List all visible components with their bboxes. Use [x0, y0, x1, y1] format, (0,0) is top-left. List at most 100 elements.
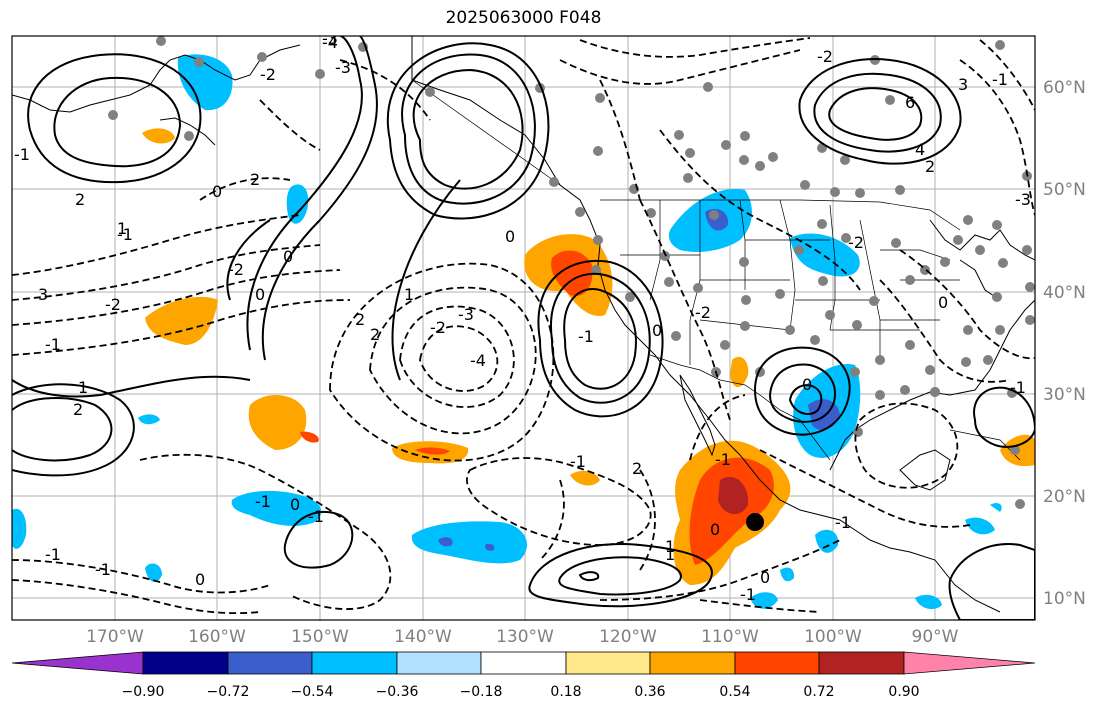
longitude-label: 160°W	[188, 627, 246, 647]
contour-label: -3	[322, 29, 338, 48]
contour-label: -2	[848, 233, 864, 252]
colorbar-tick-label: 0.18	[550, 684, 581, 700]
contour-label: -4	[322, 33, 338, 52]
contour-label: -1	[45, 545, 61, 564]
contour-label: 2	[75, 190, 85, 209]
contour-label: -1	[255, 492, 271, 511]
contour-label: 2	[370, 325, 380, 344]
contour-labels: -4 -3 -2 -2 -1 -1 0 0 2 3 -3 -2 -2 -1 -1…	[14, 29, 1031, 604]
colorbar-segment	[649, 651, 736, 675]
contour-label: -2	[430, 318, 446, 337]
latitude-label: 30°N	[1043, 385, 1086, 405]
contour-label: 1	[404, 285, 414, 304]
contour-label: -1	[578, 327, 594, 346]
colorbar-segment	[818, 651, 905, 675]
contour-label: 0	[283, 247, 293, 266]
latitude-label: 50°N	[1043, 180, 1086, 200]
contour-label: -1	[992, 70, 1008, 89]
colorbar-segment	[480, 651, 567, 675]
contour-label: 1	[78, 378, 88, 397]
contour-label: 2	[632, 459, 642, 478]
contour-label: -3	[458, 305, 474, 324]
longitude-label: 170°W	[86, 627, 144, 647]
colorbar-segment	[734, 651, 820, 675]
contour-label: -2	[260, 65, 276, 84]
contour-label: -1	[570, 452, 586, 471]
contour-label: 0	[652, 321, 662, 340]
contour-label: 2	[250, 170, 260, 189]
colorbar-tick-label: −0.90	[122, 684, 165, 700]
contour-label: -1	[835, 513, 851, 532]
contour-label: 0	[760, 568, 770, 587]
longitude-label: 130°W	[496, 627, 554, 647]
colorbar-tick-label: −0.54	[291, 684, 334, 700]
latitude-label: 20°N	[1043, 487, 1086, 507]
location-marker	[746, 513, 764, 531]
contour-label: -1	[45, 335, 61, 354]
longitude-label: 100°W	[804, 627, 862, 647]
contour-label: 3	[958, 75, 968, 94]
colorbar-segment	[142, 651, 229, 675]
contour-label: 0	[290, 495, 300, 514]
station-markers	[108, 36, 1035, 509]
map-plot-area: -4 -3 -2 -2 -1 -1 0 0 2 3 -3 -2 -2 -1 -1…	[12, 29, 1035, 620]
contour-label: 2	[73, 400, 83, 419]
contour-label: 0	[195, 570, 205, 589]
contour-label: 0	[710, 520, 720, 539]
longitude-label: 90°W	[912, 627, 959, 647]
contour-label: 1	[117, 219, 127, 238]
contour-label: -1	[740, 585, 756, 604]
contour-label: 1	[665, 545, 675, 564]
contour-label: 0	[802, 375, 812, 394]
colorbar-segment	[903, 651, 1036, 675]
colorbar-tick-label: 0.36	[634, 684, 665, 700]
contour-label: -2	[695, 303, 711, 322]
map-title: 2025063000 F048	[445, 8, 602, 28]
contour-label: -3	[1015, 190, 1031, 209]
contour-label: 0	[212, 182, 222, 201]
colorbar-segment	[565, 651, 651, 675]
colorbar-tick-label: 0.90	[888, 684, 919, 700]
political-borders	[411, 79, 1021, 461]
contour-label: -2	[817, 47, 833, 66]
contour-label: 0	[505, 227, 515, 246]
latitude-label: 60°N	[1043, 78, 1086, 98]
colorbar-tick-label: −0.72	[207, 684, 250, 700]
colorbar-ticks: −0.90 −0.72 −0.54 −0.36 −0.18 0.18 0.36 …	[122, 684, 920, 700]
colorbar-segment	[311, 651, 398, 675]
contour-label: 1	[665, 537, 675, 556]
map-frame	[11, 35, 1036, 621]
longitude-axis: 170°W 160°W 150°W 140°W 130°W 120°W 110°…	[86, 627, 959, 647]
contour-label: -2	[228, 260, 244, 279]
colorbar-tick-label: −0.36	[376, 684, 419, 700]
colorbar-segment	[396, 651, 482, 675]
contour-label: -3	[335, 58, 351, 77]
colorbar-tick-label: −0.18	[460, 684, 503, 700]
contour-label: -4	[470, 351, 486, 370]
contour-label: -1	[14, 145, 30, 164]
longitude-label: 150°W	[291, 627, 349, 647]
colorbar-tick-label: 0.72	[803, 684, 834, 700]
contour-label: 0	[255, 285, 265, 304]
positive-contours	[12, 36, 1035, 620]
contour-label: -1	[1010, 378, 1026, 397]
longitude-label: 120°W	[599, 627, 657, 647]
colorbar-segment	[227, 651, 313, 675]
contour-label: 2	[925, 157, 935, 176]
latitude-axis: 60°N 50°N 40°N 30°N 20°N 10°N	[1043, 78, 1086, 609]
colorbar	[11, 651, 1036, 675]
negative-contours	[12, 37, 1035, 615]
contour-label: 2	[355, 310, 365, 329]
longitude-label: 140°W	[394, 627, 452, 647]
contour-label: -1	[308, 507, 324, 526]
latitude-label: 10°N	[1043, 589, 1086, 609]
colorbar-tick-label: 0.54	[719, 684, 750, 700]
contour-label: -1	[117, 225, 133, 244]
contour-label: 0	[938, 293, 948, 312]
latitude-label: 40°N	[1043, 283, 1086, 303]
contour-label: -2	[105, 295, 121, 314]
contour-label: -1	[95, 560, 111, 579]
contour-label: 3	[38, 285, 48, 304]
longitude-label: 110°W	[701, 627, 759, 647]
